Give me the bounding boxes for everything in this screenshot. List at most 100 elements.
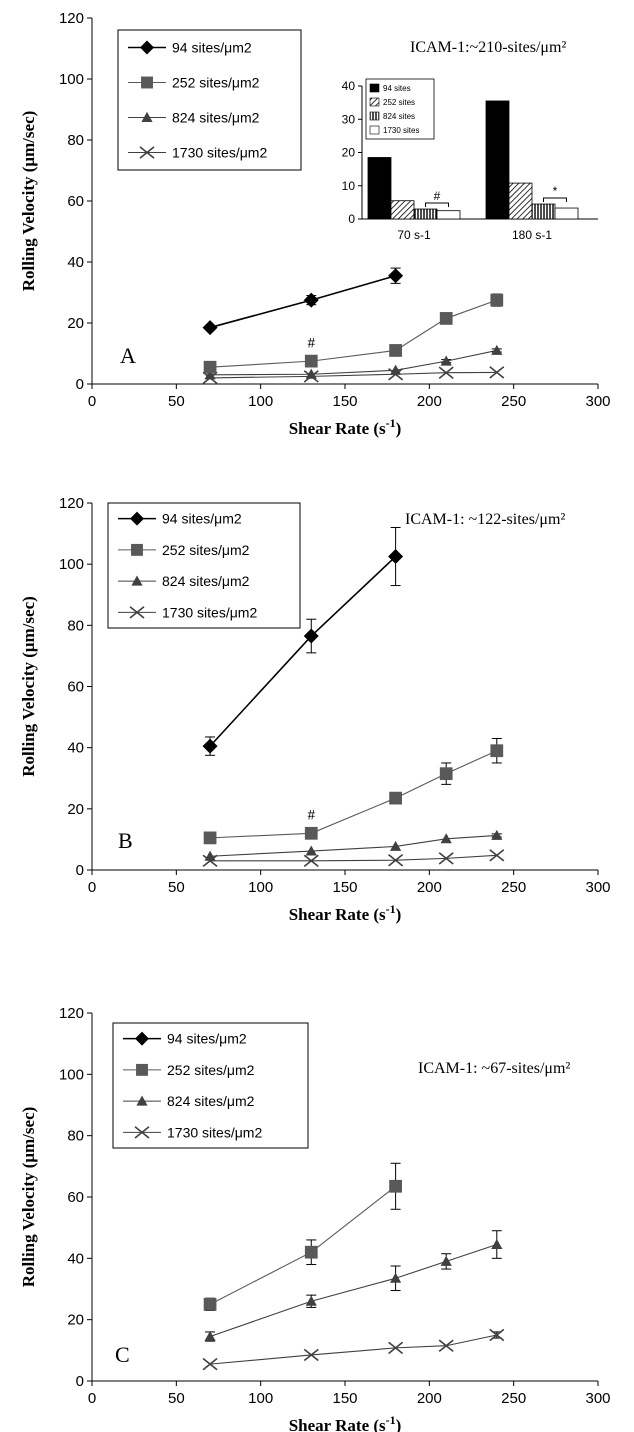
legend: 94 sites/μm2 252 sites/μm2 824 sites/μm2 17… <box>112 1022 309 1149</box>
legend-marker-stroke <box>139 146 155 159</box>
data-point <box>203 360 217 374</box>
legend-frame <box>117 29 302 171</box>
data-point-stroke <box>438 1339 454 1352</box>
series-2 <box>203 737 504 845</box>
data-point-stroke <box>388 1341 404 1355</box>
series-1 <box>202 526 404 756</box>
series-3 <box>204 344 503 380</box>
legend: 94 sites/μm2 252 sites/μm2 824 sites/μm2 17… <box>107 502 301 629</box>
inset-category-label: 180 s-1 <box>512 228 552 242</box>
data-point <box>304 826 318 840</box>
y-tick-label: 80 <box>67 1128 84 1145</box>
inset-bar <box>508 182 533 220</box>
x-axis-label: Shear Rate (s-1) <box>289 902 402 924</box>
y-tick-label: 80 <box>67 132 84 149</box>
data-point <box>389 344 402 357</box>
data-point <box>439 312 453 325</box>
y-tick-label: 120 <box>59 10 84 27</box>
data-point <box>304 1245 318 1259</box>
y-tick-label: 0 <box>76 376 84 393</box>
data-point <box>305 368 317 379</box>
y-tick-label: 20 <box>67 1312 84 1329</box>
inset-bar <box>367 157 392 220</box>
inset-legend-swatch <box>369 111 380 121</box>
x-tick-label: 250 <box>501 393 526 410</box>
x-tick-label: 50 <box>168 879 185 896</box>
data-point <box>490 293 504 307</box>
legend-entry: 94 sites/μm2 <box>162 511 242 527</box>
y-tick-label: 120 <box>59 495 84 512</box>
inset-y-tick-label: 0 <box>348 212 355 226</box>
legend-frame <box>112 1022 309 1149</box>
data-point <box>491 829 503 840</box>
data-point <box>388 1341 404 1355</box>
data-point <box>389 791 402 805</box>
legend-entry: 252 sites/μm2 <box>172 75 260 91</box>
x-tick-label: 250 <box>501 1390 526 1407</box>
y-tick-label: 80 <box>67 617 84 634</box>
series-line <box>209 1244 497 1338</box>
icam-annotation: ICAM-1:~210-sites/μm² <box>410 39 566 56</box>
data-point <box>305 845 317 856</box>
data-point <box>440 355 452 366</box>
y-tick-label: 120 <box>59 1005 84 1022</box>
inset-bar <box>390 200 415 220</box>
data-point <box>440 833 452 844</box>
inset-legend-swatch <box>369 97 380 107</box>
x-tick-label: 100 <box>248 1390 273 1407</box>
series-line <box>210 371 497 379</box>
inset-bar-chart: 0 10 20 30 40 70 s-1 #180 s-1 * 94 sites 252 site… <box>342 78 598 242</box>
y-tick-label: 100 <box>59 1066 84 1083</box>
legend-entry: 824 sites/μm2 <box>172 110 260 126</box>
y-tick-label: 100 <box>59 71 84 88</box>
x-tick-label: 100 <box>248 879 273 896</box>
x-tick-label: 0 <box>88 1390 96 1407</box>
data-point <box>304 354 318 368</box>
series-line <box>210 750 498 839</box>
x-tick-label: 300 <box>585 1390 610 1407</box>
y-axis-label: Rolling Velocity (μm/sec) <box>19 1107 38 1288</box>
series-2 <box>203 293 504 374</box>
legend-entry: 824 sites/μm2 <box>167 1093 255 1109</box>
x-tick-label: 50 <box>168 1390 185 1407</box>
legend-marker <box>139 146 155 159</box>
legend-marker <box>141 111 153 122</box>
data-point <box>390 364 402 375</box>
panel-c: 0 20 40 60 80 100 120 0 50 100 150 200 250 300 Shear R… <box>19 1005 611 1432</box>
x-tick-label: 150 <box>332 879 357 896</box>
y-tick-label: 0 <box>76 862 84 879</box>
x-tick-label: 0 <box>88 393 96 410</box>
legend-marker <box>131 543 143 556</box>
y-tick-label: 60 <box>67 679 84 696</box>
x-tick-label: 250 <box>501 879 526 896</box>
data-point <box>388 549 404 565</box>
series-4 <box>202 849 505 868</box>
y-axis-label: Rolling Velocity (μm/sec) <box>19 596 38 777</box>
legend-entry: 824 sites/μm2 <box>162 573 250 589</box>
data-point-stroke <box>438 852 454 865</box>
data-point <box>204 369 216 380</box>
legend-marker <box>136 1095 148 1106</box>
x-tick-label: 200 <box>417 1390 442 1407</box>
x-axis-label: Shear Rate (s-1) <box>289 1413 402 1432</box>
inset-legend-entry: 1730 sites <box>383 126 419 135</box>
inset-legend: 94 sites 252 sites 824 sites 1730 sites <box>365 78 435 140</box>
legend-frame <box>107 502 301 629</box>
y-tick-label: 60 <box>67 193 84 210</box>
series-line <box>209 274 396 329</box>
significance-mark: # <box>308 335 316 351</box>
series-2 <box>203 1162 402 1311</box>
inset-bar <box>531 203 556 220</box>
x-tick-label: 0 <box>88 879 96 896</box>
data-point <box>303 1348 319 1362</box>
series-line <box>210 1334 497 1365</box>
data-point <box>203 1297 217 1311</box>
legend-marker-stroke <box>134 1126 150 1139</box>
data-point <box>303 628 319 644</box>
legend-entry: 94 sites/μm2 <box>172 40 252 56</box>
panel-label: C <box>115 1342 130 1367</box>
legend: 94 sites/μm2 252 sites/μm2 824 sites/μm2 17… <box>117 29 302 171</box>
data-point <box>489 1328 505 1342</box>
